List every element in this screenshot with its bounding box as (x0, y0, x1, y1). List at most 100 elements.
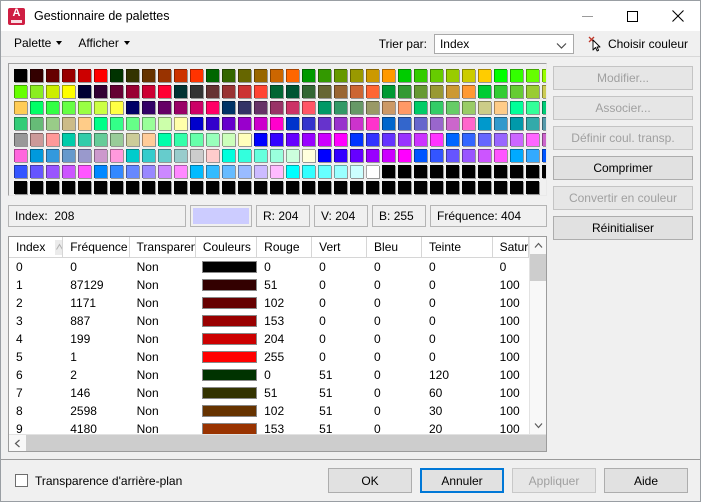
palette-swatch[interactable] (237, 84, 253, 100)
table-header-index[interactable]: Index (9, 237, 64, 257)
palette-swatch[interactable] (77, 84, 93, 100)
palette-swatch[interactable] (77, 148, 93, 164)
palette-swatch[interactable] (157, 116, 173, 132)
minimize-button[interactable] (565, 1, 610, 31)
palette-swatch[interactable] (157, 180, 173, 195)
palette-swatch[interactable] (173, 164, 189, 180)
palette-swatch[interactable] (509, 180, 525, 195)
palette-swatch[interactable] (13, 132, 29, 148)
palette-swatch[interactable] (413, 164, 429, 180)
palette-swatch[interactable] (13, 148, 29, 164)
palette-swatch[interactable] (253, 132, 269, 148)
palette-swatch[interactable] (381, 68, 397, 84)
palette-swatch[interactable] (461, 116, 477, 132)
palette-swatch[interactable] (141, 180, 157, 195)
palette-swatch[interactable] (141, 116, 157, 132)
scroll-up-icon[interactable] (530, 237, 546, 254)
palette-swatch-grid[interactable] (13, 68, 546, 195)
palette-swatch[interactable] (365, 68, 381, 84)
palette-swatch[interactable] (301, 164, 317, 180)
palette-swatch[interactable] (109, 68, 125, 84)
menu-palette[interactable]: Palette (7, 33, 71, 54)
palette-swatch[interactable] (477, 132, 493, 148)
palette-swatch[interactable] (285, 116, 301, 132)
palette-swatch[interactable] (285, 84, 301, 100)
palette-swatch[interactable] (13, 100, 29, 116)
palette-swatch[interactable] (221, 180, 237, 195)
palette-swatch[interactable] (445, 132, 461, 148)
palette-swatch[interactable] (93, 132, 109, 148)
palette-swatch[interactable] (285, 164, 301, 180)
palette-swatch[interactable] (349, 84, 365, 100)
palette-swatch[interactable] (93, 116, 109, 132)
palette-swatch[interactable] (61, 148, 77, 164)
palette-swatch[interactable] (13, 164, 29, 180)
palette-swatch[interactable] (61, 132, 77, 148)
table-header-couleurs[interactable]: Couleurs (196, 237, 258, 257)
palette-swatch[interactable] (301, 148, 317, 164)
scroll-down-icon[interactable] (530, 417, 546, 434)
palette-swatch[interactable] (493, 164, 509, 180)
palette-swatch[interactable] (285, 180, 301, 195)
palette-swatch[interactable] (237, 164, 253, 180)
palette-swatch[interactable] (333, 116, 349, 132)
palette-swatch[interactable] (45, 100, 61, 116)
palette-swatch[interactable] (445, 116, 461, 132)
palette-swatch[interactable] (189, 116, 205, 132)
palette-swatch[interactable] (125, 164, 141, 180)
palette-swatch[interactable] (477, 68, 493, 84)
palette-swatch[interactable] (269, 132, 285, 148)
palette-swatch[interactable] (333, 68, 349, 84)
palette-swatch[interactable] (333, 132, 349, 148)
palette-swatch[interactable] (45, 132, 61, 148)
palette-swatch[interactable] (221, 84, 237, 100)
palette-swatch[interactable] (285, 68, 301, 84)
palette-swatch[interactable] (141, 164, 157, 180)
palette-swatch[interactable] (157, 164, 173, 180)
palette-swatch[interactable] (125, 100, 141, 116)
palette-swatch[interactable] (189, 100, 205, 116)
sort-by-select[interactable]: Index (433, 33, 574, 54)
palette-swatch[interactable] (429, 180, 445, 195)
palette-swatch[interactable] (413, 68, 429, 84)
apply-button[interactable]: Appliquer (512, 468, 596, 493)
palette-swatch[interactable] (237, 180, 253, 195)
palette-swatch[interactable] (541, 84, 546, 100)
palette-swatch[interactable] (13, 68, 29, 84)
palette-swatch[interactable] (269, 164, 285, 180)
palette-swatch[interactable] (333, 148, 349, 164)
palette-swatch[interactable] (381, 132, 397, 148)
palette-swatch[interactable] (365, 180, 381, 195)
palette-swatch[interactable] (77, 100, 93, 116)
palette-swatch[interactable] (381, 164, 397, 180)
table-row[interactable]: 8 2598 Non 102 51 0 30 100 (9, 402, 529, 420)
palette-swatch[interactable] (93, 180, 109, 195)
palette-swatch[interactable] (333, 100, 349, 116)
table-row[interactable]: 4 199 Non 204 0 0 0 100 (9, 330, 529, 348)
palette-swatch[interactable] (205, 132, 221, 148)
palette-swatch[interactable] (509, 164, 525, 180)
table-row[interactable]: 9 4180 Non 153 51 0 20 100 (9, 420, 529, 434)
palette-swatch[interactable] (253, 180, 269, 195)
palette-swatch[interactable] (461, 84, 477, 100)
palette-swatch[interactable] (189, 84, 205, 100)
palette-swatch[interactable] (205, 100, 221, 116)
palette-swatch[interactable] (541, 100, 546, 116)
palette-swatch[interactable] (365, 116, 381, 132)
palette-swatch[interactable] (301, 100, 317, 116)
palette-swatch[interactable] (349, 132, 365, 148)
palette-swatch[interactable] (61, 116, 77, 132)
palette-swatch[interactable] (29, 180, 45, 195)
palette-swatch[interactable] (461, 180, 477, 195)
palette-swatch[interactable] (509, 100, 525, 116)
palette-swatch[interactable] (61, 180, 77, 195)
palette-swatch[interactable] (317, 100, 333, 116)
palette-swatch[interactable] (445, 180, 461, 195)
palette-swatch[interactable] (125, 148, 141, 164)
table-header-rouge[interactable]: Rouge (257, 237, 313, 257)
palette-swatch[interactable] (397, 132, 413, 148)
palette-swatch[interactable] (285, 148, 301, 164)
palette-swatch[interactable] (397, 68, 413, 84)
palette-swatch[interactable] (125, 68, 141, 84)
vertical-scrollbar[interactable] (529, 237, 546, 434)
